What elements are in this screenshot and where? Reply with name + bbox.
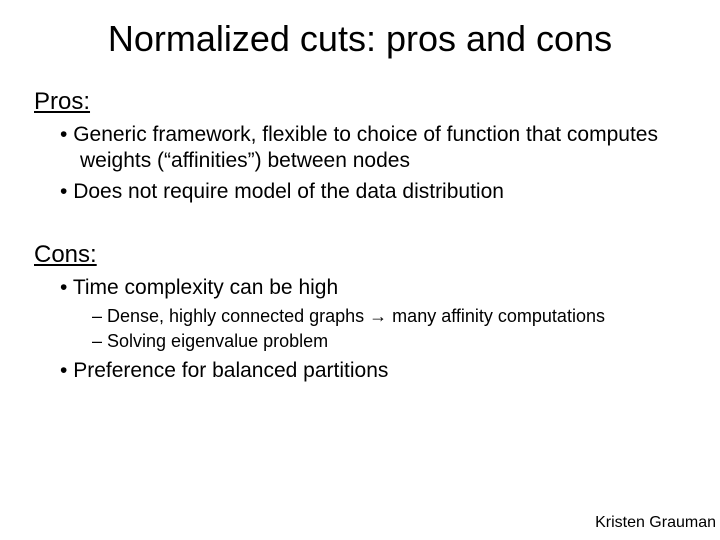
pros-heading: Pros: — [34, 88, 720, 116]
slide-title: Normalized cuts: pros and cons — [0, 0, 720, 78]
list-item: Time complexity can be high — [60, 275, 660, 301]
cons-heading: Cons: — [34, 241, 720, 269]
sub-list-item: Dense, highly connected graphs → many af… — [92, 305, 660, 328]
cons-list-2: Preference for balanced partitions — [0, 358, 720, 384]
pros-list: Generic framework, flexible to choice of… — [0, 122, 720, 205]
sub-list-item: Solving eigenvalue problem — [92, 330, 660, 353]
list-item: Does not require model of the data distr… — [60, 179, 660, 205]
list-item: Generic framework, flexible to choice of… — [60, 122, 660, 175]
cons-sub-list: Dense, highly connected graphs → many af… — [0, 305, 720, 352]
attribution: Kristen Grauman — [595, 514, 716, 532]
cons-list: Time complexity can be high — [0, 275, 720, 301]
slide: Normalized cuts: pros and cons Pros: Gen… — [0, 0, 720, 540]
list-item: Preference for balanced partitions — [60, 358, 660, 384]
